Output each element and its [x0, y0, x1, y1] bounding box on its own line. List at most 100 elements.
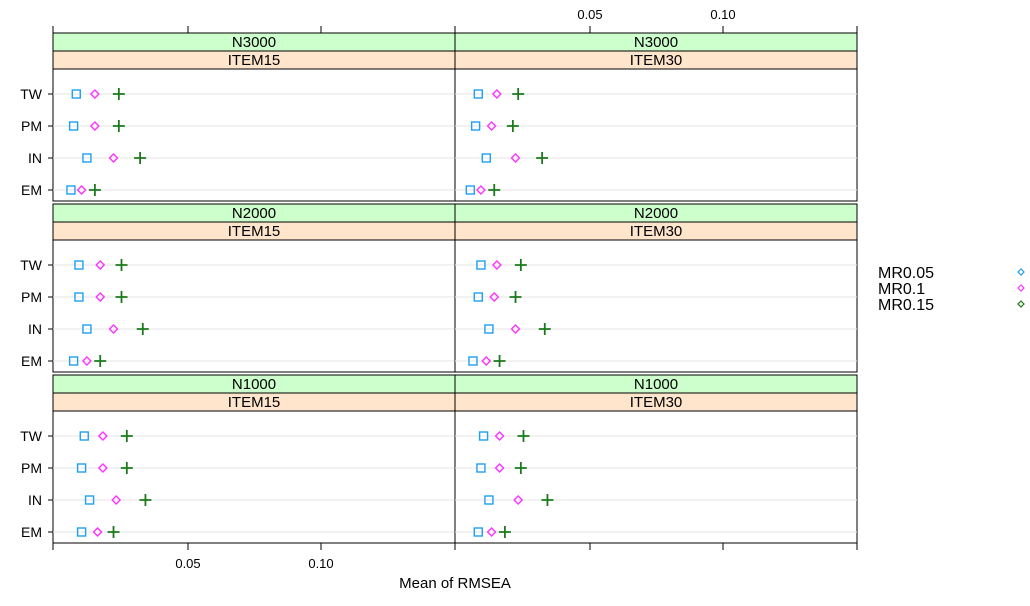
strip-item-label: ITEM30: [630, 394, 683, 411]
marker-mr0-15: [498, 526, 511, 538]
marker-mr0-1: [76, 185, 87, 195]
marker-mr0-15: [120, 462, 133, 474]
marker-mr0-05: [76, 527, 87, 537]
marker-mr0-1: [108, 153, 119, 163]
category-label: IN: [28, 321, 42, 337]
marker-mr0-05: [74, 292, 84, 302]
category-label: PM: [21, 289, 42, 305]
x-tick-label: 0.05: [175, 556, 200, 571]
legend-marker: [1017, 300, 1025, 308]
marker-mr0-05: [481, 153, 491, 163]
marker-mr0-15: [514, 259, 527, 271]
category-label: TW: [20, 86, 43, 102]
strip-item-label: ITEM15: [228, 394, 281, 411]
category-label: EM: [21, 524, 42, 540]
marker-mr0-15: [512, 88, 525, 100]
marker-mr0-15: [107, 526, 120, 538]
marker-mr0-05: [468, 356, 478, 366]
x-tick-label: 0.10: [308, 556, 333, 571]
marker-mr0-1: [89, 121, 100, 131]
strip-n-label: N1000: [232, 376, 276, 393]
category-label: EM: [21, 353, 42, 369]
marker-mr0-1: [510, 153, 521, 163]
marker-mr0-05: [465, 185, 475, 195]
marker-mr0-05: [68, 356, 79, 366]
marker-mr0-1: [95, 292, 106, 302]
strip-item-label: ITEM30: [630, 52, 683, 69]
x-tick-label: 0.10: [710, 7, 735, 22]
legend-label: MR0.1: [878, 281, 925, 298]
marker-mr0-1: [494, 431, 505, 441]
strip-n-label: N1000: [634, 376, 678, 393]
marker-mr0-1: [510, 324, 521, 334]
marker-mr0-1: [111, 495, 122, 505]
marker-mr0-15: [538, 323, 551, 335]
marker-mr0-1: [513, 495, 524, 505]
marker-mr0-15: [88, 184, 101, 196]
category-label: IN: [28, 492, 42, 508]
marker-mr0-1: [481, 356, 492, 366]
marker-mr0-1: [97, 463, 108, 473]
strip-n-label: N2000: [634, 205, 678, 222]
marker-mr0-15: [139, 494, 152, 506]
category-label: TW: [20, 257, 43, 273]
marker-mr0-1: [89, 89, 100, 99]
legend-marker: [1017, 268, 1025, 276]
strip-n-label: N2000: [232, 205, 276, 222]
legend-label: MR0.15: [878, 297, 934, 314]
marker-mr0-15: [493, 355, 506, 367]
panel-frame: [454, 410, 858, 544]
marker-mr0-15: [136, 323, 149, 335]
marker-mr0-05: [476, 463, 486, 473]
marker-mr0-1: [108, 324, 119, 334]
marker-mr0-15: [536, 152, 549, 164]
marker-mr0-05: [484, 495, 494, 505]
category-label: PM: [21, 460, 42, 476]
marker-mr0-05: [82, 324, 92, 334]
marker-mr0-15: [120, 430, 133, 442]
marker-mr0-05: [76, 463, 87, 473]
marker-mr0-05: [82, 153, 92, 163]
marker-mr0-05: [484, 324, 494, 334]
marker-mr0-1: [491, 260, 502, 270]
marker-mr0-15: [115, 291, 128, 303]
marker-mr0-15: [115, 259, 128, 271]
marker-mr0-1: [475, 185, 486, 195]
panel-frame: [454, 239, 858, 373]
marker-mr0-1: [81, 356, 92, 366]
x-tick-label: 0.05: [577, 7, 602, 22]
marker-mr0-15: [506, 120, 519, 132]
category-label: PM: [21, 118, 42, 134]
marker-mr0-05: [68, 121, 79, 131]
marker-mr0-05: [84, 495, 95, 505]
panel-frame: [52, 68, 456, 202]
strip-n-label: N3000: [232, 34, 276, 51]
category-label: EM: [21, 182, 42, 198]
marker-mr0-05: [476, 260, 486, 270]
marker-mr0-05: [478, 431, 489, 441]
strip-item-label: ITEM15: [228, 52, 281, 69]
marker-mr0-15: [112, 88, 125, 100]
marker-mr0-1: [489, 292, 500, 302]
strip-item-label: ITEM15: [228, 223, 281, 240]
marker-mr0-15: [541, 494, 554, 506]
marker-mr0-1: [95, 260, 106, 270]
marker-mr0-05: [473, 89, 483, 99]
marker-mr0-1: [97, 431, 108, 441]
strip-item-label: ITEM30: [630, 223, 683, 240]
marker-mr0-15: [112, 120, 125, 132]
marker-mr0-05: [473, 527, 483, 537]
category-label: IN: [28, 150, 42, 166]
marker-mr0-15: [514, 462, 527, 474]
marker-mr0-1: [494, 463, 505, 473]
category-label: TW: [20, 428, 43, 444]
marker-mr0-1: [486, 527, 497, 537]
marker-mr0-15: [509, 291, 522, 303]
marker-mr0-05: [470, 121, 481, 131]
marker-mr0-1: [491, 89, 502, 99]
marker-mr0-05: [71, 89, 81, 99]
marker-mr0-1: [486, 121, 497, 131]
marker-mr0-05: [473, 292, 483, 302]
panel-frame: [454, 68, 858, 202]
